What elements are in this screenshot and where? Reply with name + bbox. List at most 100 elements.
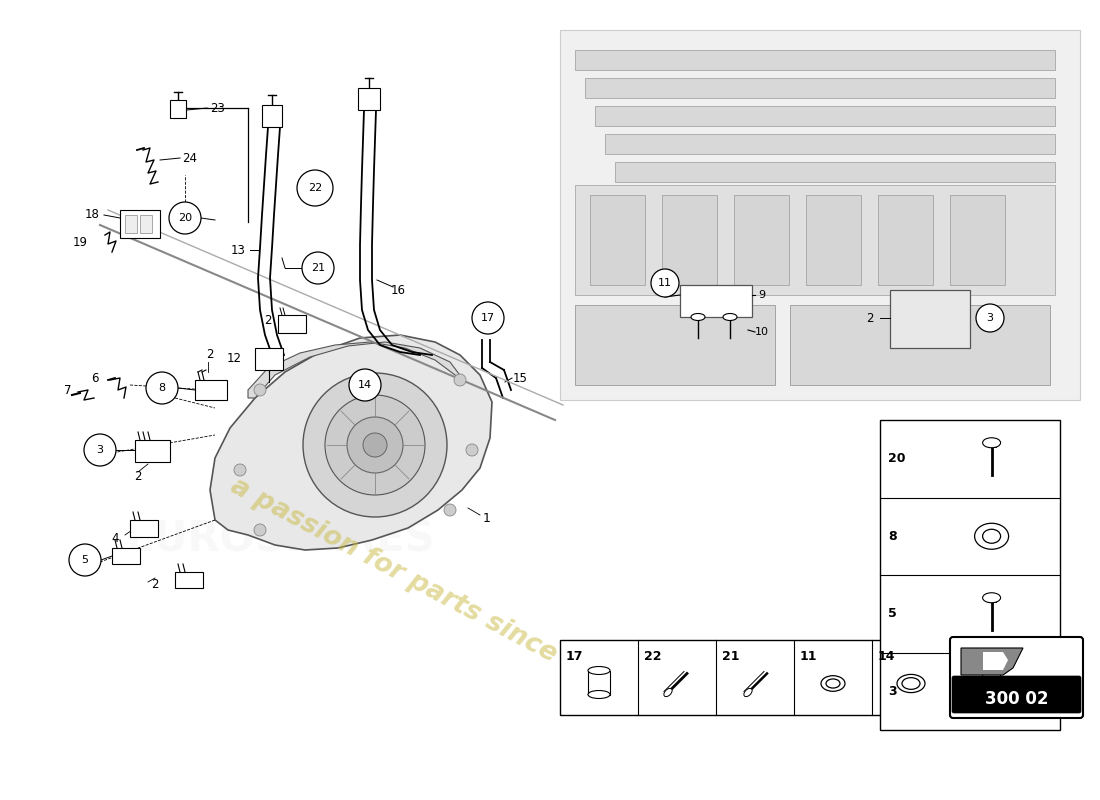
Text: 12: 12 [227, 351, 242, 365]
Bar [590, 195, 645, 285]
Circle shape [84, 434, 116, 466]
Text: 7: 7 [64, 383, 72, 397]
Text: 19: 19 [73, 237, 88, 250]
Bar [878, 195, 933, 285]
Text: 2: 2 [264, 314, 272, 326]
Bar [588, 670, 610, 694]
Circle shape [349, 369, 381, 401]
Text: 13: 13 [231, 243, 246, 257]
Text: 5: 5 [888, 607, 896, 620]
Ellipse shape [902, 678, 920, 690]
Text: 24: 24 [183, 151, 198, 165]
Text: 22: 22 [644, 650, 661, 663]
Circle shape [444, 504, 456, 516]
Bar [130, 520, 158, 537]
Text: a passion for parts since 1965: a passion for parts since 1965 [226, 474, 634, 706]
Text: 21: 21 [311, 263, 326, 273]
Bar [575, 185, 1055, 295]
Ellipse shape [975, 523, 1009, 550]
Text: 20: 20 [888, 452, 905, 466]
Circle shape [466, 444, 478, 456]
Bar [112, 548, 140, 564]
Bar [950, 195, 1005, 285]
Circle shape [454, 374, 466, 386]
Text: 3: 3 [97, 445, 103, 455]
Text: 3: 3 [987, 313, 993, 323]
Bar [358, 88, 379, 110]
Circle shape [302, 252, 334, 284]
Bar [575, 50, 1055, 70]
Circle shape [169, 202, 201, 234]
Ellipse shape [588, 666, 610, 674]
Ellipse shape [664, 688, 672, 697]
Bar [585, 78, 1055, 98]
Ellipse shape [744, 688, 752, 697]
Text: 300 02: 300 02 [984, 690, 1048, 708]
Circle shape [254, 384, 266, 396]
Text: 10: 10 [755, 327, 769, 337]
Polygon shape [983, 652, 1008, 670]
Bar [790, 305, 1050, 385]
Bar [575, 305, 776, 385]
Bar [125, 215, 138, 233]
Ellipse shape [896, 674, 925, 693]
Polygon shape [961, 648, 1023, 675]
Circle shape [302, 373, 447, 517]
Circle shape [234, 464, 246, 476]
Text: 11: 11 [800, 650, 817, 663]
FancyBboxPatch shape [950, 637, 1084, 718]
Ellipse shape [982, 593, 1001, 602]
Circle shape [363, 433, 387, 457]
Circle shape [146, 372, 178, 404]
Text: 11: 11 [658, 278, 672, 288]
Circle shape [346, 417, 403, 473]
Polygon shape [248, 342, 465, 398]
Circle shape [651, 269, 679, 297]
Text: 18: 18 [85, 209, 100, 222]
Text: 17: 17 [566, 650, 583, 663]
Text: 17: 17 [481, 313, 495, 323]
Ellipse shape [723, 314, 737, 321]
Circle shape [69, 544, 101, 576]
Bar [806, 195, 861, 285]
Bar [170, 100, 186, 118]
Text: 4: 4 [111, 531, 119, 545]
Text: 14: 14 [358, 380, 372, 390]
Circle shape [324, 395, 425, 495]
Text: 15: 15 [513, 371, 527, 385]
Text: 21: 21 [722, 650, 739, 663]
Bar [262, 105, 282, 127]
Circle shape [472, 302, 504, 334]
Ellipse shape [982, 530, 1001, 543]
Text: 8: 8 [888, 530, 896, 542]
Bar [880, 420, 1060, 730]
Text: 3: 3 [888, 685, 896, 698]
Bar [615, 162, 1055, 182]
Bar [595, 106, 1055, 126]
Bar [605, 134, 1055, 154]
Bar [890, 290, 970, 348]
Bar [140, 215, 152, 233]
Bar [560, 640, 950, 715]
Circle shape [976, 304, 1004, 332]
Circle shape [254, 524, 266, 536]
FancyBboxPatch shape [952, 676, 1081, 713]
Ellipse shape [691, 314, 705, 321]
Bar [120, 210, 160, 238]
Text: 23: 23 [210, 102, 225, 114]
Text: EUROSPARES: EUROSPARES [125, 519, 434, 561]
Text: 16: 16 [390, 283, 406, 297]
Polygon shape [210, 335, 492, 550]
Text: 2: 2 [867, 311, 873, 325]
Ellipse shape [821, 676, 845, 691]
Bar [680, 285, 752, 317]
Bar [175, 572, 204, 588]
Ellipse shape [826, 679, 840, 688]
Bar [662, 195, 717, 285]
Text: 14: 14 [878, 650, 895, 663]
Bar [734, 195, 789, 285]
Circle shape [297, 170, 333, 206]
Text: 1: 1 [483, 511, 491, 525]
Bar [278, 315, 306, 333]
Text: 9: 9 [758, 290, 766, 300]
